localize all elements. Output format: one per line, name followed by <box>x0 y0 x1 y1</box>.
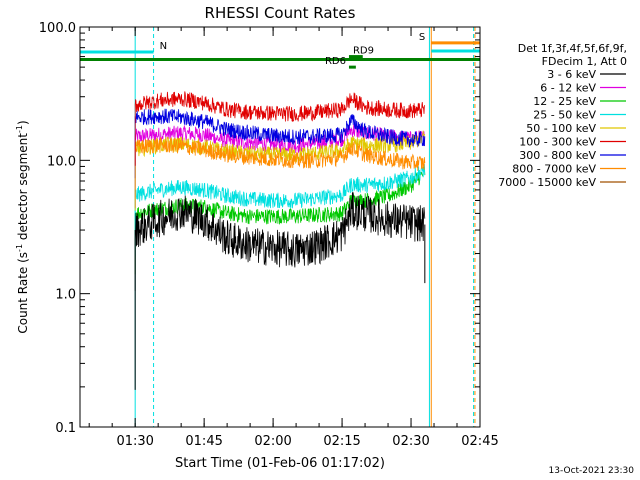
x-tick-label-2: 02:00 <box>254 434 291 449</box>
chart-title: RHESSI Count Rates <box>205 4 356 22</box>
legend-label-0: 3 - 6 keV <box>547 68 596 81</box>
x-tick-label-3: 02:15 <box>323 434 360 449</box>
series-line-5 <box>134 91 426 166</box>
y-tick-label-0: 0.1 <box>55 421 76 436</box>
x-tick-label-5: 02:45 <box>461 434 498 449</box>
plot-area: N RD9 RD6 S <box>80 27 480 427</box>
legend: Det 1f,3f,4f,5f,6f,9f, FDecim 1, Att 0 3… <box>498 42 627 189</box>
y-tick-label-1: 1.0 <box>55 288 76 303</box>
indicator-label-4: S <box>419 32 425 43</box>
indicator-label-3: RD6 <box>325 56 346 67</box>
legend-label-8: 7000 - 15000 keV <box>498 176 596 189</box>
y-tick-label-2: 10.0 <box>47 154 76 169</box>
legend-label-2: 12 - 25 keV <box>533 95 596 108</box>
indicator-label-0: N <box>160 41 167 52</box>
legend-label-6: 300 - 800 keV <box>519 149 596 162</box>
legend-header-line-1: Det 1f,3f,4f,5f,6f,9f, <box>518 42 627 55</box>
y-axis-label: Count Rate (s-1 detector segment-1) <box>15 120 30 333</box>
legend-label-1: 6 - 12 keV <box>540 82 596 95</box>
indicator-label-2: RD9 <box>353 46 374 57</box>
series-line-7 <box>134 137 426 209</box>
x-axis-label: Start Time (01-Feb-06 01:17:02) <box>175 456 385 471</box>
x-tick-label-0: 01:30 <box>116 434 153 449</box>
series-line-6 <box>134 108 426 179</box>
legend-header-line-2: FDecim 1, Att 0 <box>542 55 627 68</box>
legend-label-4: 50 - 100 keV <box>526 122 596 135</box>
series-line-3 <box>134 164 426 256</box>
plot-frame <box>79 26 481 428</box>
x-tick-label-1: 01:45 <box>185 434 222 449</box>
legend-label-3: 25 - 50 keV <box>533 109 596 122</box>
y-tick-label-3: 100.0 <box>39 21 76 36</box>
footer-date: 13-Oct-2021 23:30 <box>548 466 634 476</box>
x-tick-label-4: 02:30 <box>392 434 429 449</box>
axes: 0.1 1.0 10.0 100.0 01:30 01:45 02:00 02:15 02:30… <box>39 21 499 449</box>
legend-label-7: 800 - 7000 keV <box>512 163 596 176</box>
series-line-1 <box>134 124 425 198</box>
series-line-0 <box>134 192 426 291</box>
legend-label-5: 100 - 300 keV <box>519 136 596 149</box>
